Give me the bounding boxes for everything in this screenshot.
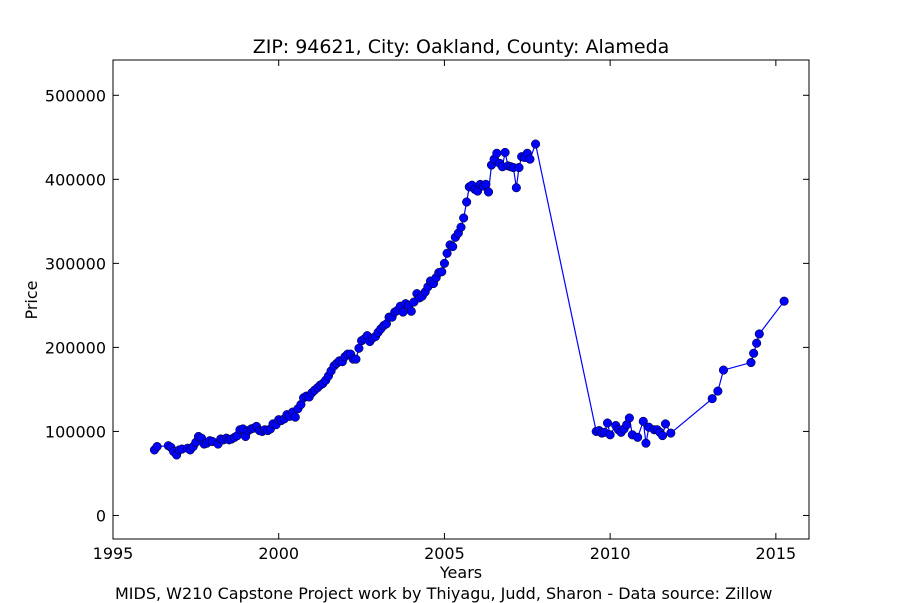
data-point — [754, 329, 764, 339]
data-point — [483, 187, 494, 197]
y-tick-label: 400000 — [45, 170, 106, 189]
data-point — [660, 419, 671, 429]
y-tick-label: 500000 — [45, 86, 106, 105]
data-point — [713, 386, 723, 396]
y-tick-label: 100000 — [45, 422, 106, 441]
x-tick-label: 2005 — [424, 544, 465, 563]
y-tick-label: 0 — [96, 506, 106, 525]
data-point — [448, 242, 458, 252]
data-point — [657, 431, 668, 441]
data-point — [481, 179, 491, 189]
data-point — [718, 365, 729, 375]
data-point — [641, 438, 651, 448]
data-point — [638, 416, 648, 426]
data-point — [442, 248, 452, 258]
data-point — [779, 296, 789, 306]
chart-axes: 1995 2000 2005 2010 2015 0 100000 200000 300000 4… — [45, 60, 809, 563]
data-point — [752, 338, 762, 348]
data-point — [492, 148, 502, 158]
data-point — [459, 213, 469, 223]
x-tick-label: 2000 — [258, 544, 299, 563]
data-point — [152, 442, 162, 452]
x-tick-label: 2015 — [755, 544, 796, 563]
data-point — [624, 413, 634, 423]
data-point — [511, 183, 521, 193]
data-point — [439, 258, 449, 268]
x-axis-label: Years — [439, 563, 482, 582]
footer-credit: MIDS, W210 Capstone Project work by Thiy… — [115, 584, 773, 603]
data-point — [398, 307, 408, 317]
chart-marks — [149, 139, 789, 460]
data-point — [514, 163, 524, 173]
data-point — [500, 147, 510, 157]
data-point — [531, 139, 541, 149]
data-point — [605, 430, 615, 440]
x-tick-label: 1995 — [93, 544, 134, 563]
x-tick-label: 2010 — [590, 544, 631, 563]
data-point — [437, 267, 447, 277]
data-point — [351, 354, 361, 364]
data-point — [633, 432, 643, 442]
y-tick-label: 300000 — [45, 254, 106, 273]
data-point — [462, 197, 472, 207]
data-point — [290, 412, 300, 422]
data-point — [666, 428, 676, 438]
plot-frame — [112, 59, 810, 540]
data-point — [406, 306, 416, 316]
data-point — [525, 154, 535, 164]
y-axis-label: Price — [22, 280, 41, 319]
data-point — [602, 418, 613, 428]
data-point — [456, 222, 466, 232]
data-point — [707, 394, 717, 404]
y-tick-label: 200000 — [45, 338, 106, 357]
chart-title: ZIP: 94621, City: Oakland, County: Alame… — [253, 36, 670, 58]
data-point — [746, 357, 756, 368]
data-point — [354, 343, 364, 353]
data-point — [749, 348, 759, 358]
